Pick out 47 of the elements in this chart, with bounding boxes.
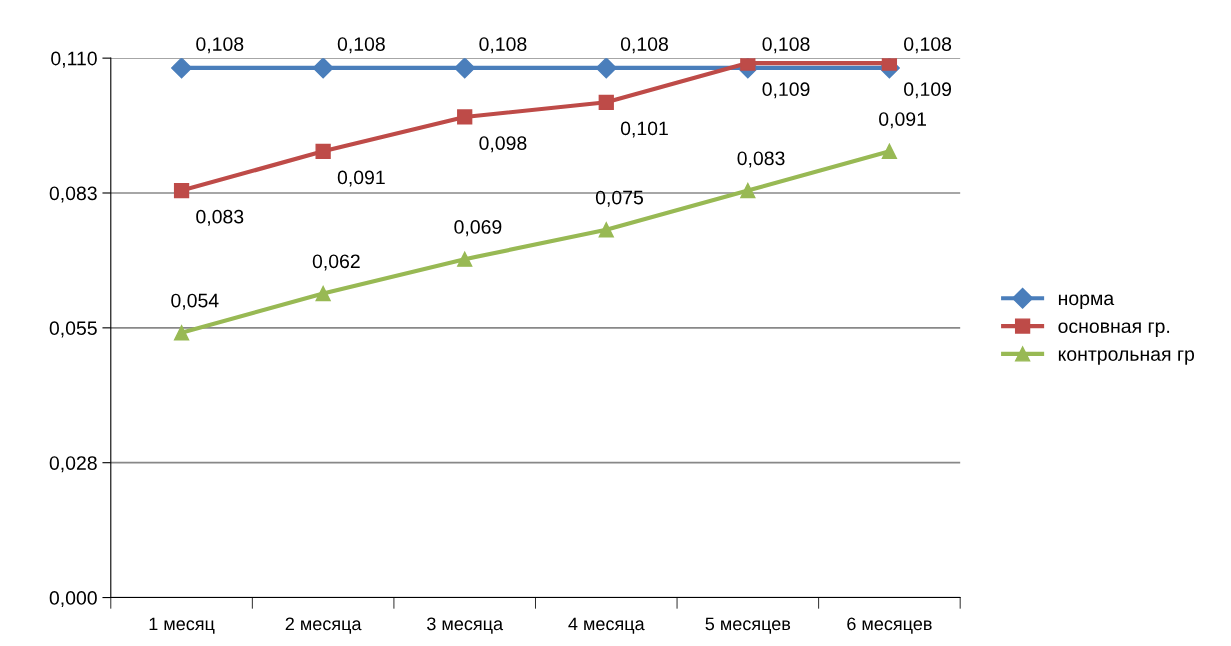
data-label: 0,091 <box>337 170 385 187</box>
data-label: 0,091 <box>879 112 926 129</box>
x-tick-label: 6 месяцев <box>847 617 932 634</box>
data-label: 0,109 <box>762 82 810 99</box>
point <box>740 182 756 199</box>
data-label: 0,069 <box>454 220 502 237</box>
x-tick-label: 2 месяца <box>285 617 362 634</box>
data-label: 0,108 <box>762 37 810 54</box>
data-label: 0,075 <box>595 190 643 207</box>
data-label: 0,108 <box>904 37 952 54</box>
legend-label: контрольная гр <box>1058 350 1195 365</box>
x-tick-label: 4 месяца <box>568 617 645 634</box>
point <box>454 58 476 79</box>
data-label: 0,098 <box>479 136 527 153</box>
data-label: 0,083 <box>196 209 244 226</box>
y-tick-label: 0,028 <box>49 456 97 473</box>
legend-label: основная гр. <box>1058 322 1170 337</box>
y-tick-label: 0,110 <box>51 51 97 68</box>
legend-label: норма <box>1058 294 1115 310</box>
point <box>457 109 473 125</box>
y-tick-label: 0,055 <box>49 321 97 338</box>
point <box>315 143 331 159</box>
point <box>457 251 473 267</box>
data-label: 0,109 <box>904 82 952 99</box>
y-tick-label: 0,000 <box>49 591 97 608</box>
x-tick-label: 1 месяц <box>149 617 215 634</box>
data-label: 0,062 <box>312 254 360 271</box>
data-label: 0,108 <box>620 37 668 54</box>
point <box>171 58 193 79</box>
point <box>173 325 190 341</box>
point <box>173 182 190 199</box>
data-label: 0,101 <box>620 121 668 138</box>
data-label: 0,054 <box>171 293 219 310</box>
point <box>315 285 331 302</box>
point <box>881 58 898 71</box>
data-label: 0,108 <box>196 37 244 54</box>
data-label: 0,108 <box>479 37 527 54</box>
data-label: 0,083 <box>737 151 785 168</box>
x-tick-label: 5 месяцев <box>705 617 791 634</box>
point <box>598 222 614 238</box>
y-tick-label: 0,083 <box>49 186 97 203</box>
point <box>595 58 617 79</box>
point <box>881 143 898 159</box>
point <box>598 94 614 110</box>
x-tick-label: 3 месяца <box>427 617 504 634</box>
point <box>312 58 334 79</box>
data-label: 0,108 <box>337 37 385 54</box>
